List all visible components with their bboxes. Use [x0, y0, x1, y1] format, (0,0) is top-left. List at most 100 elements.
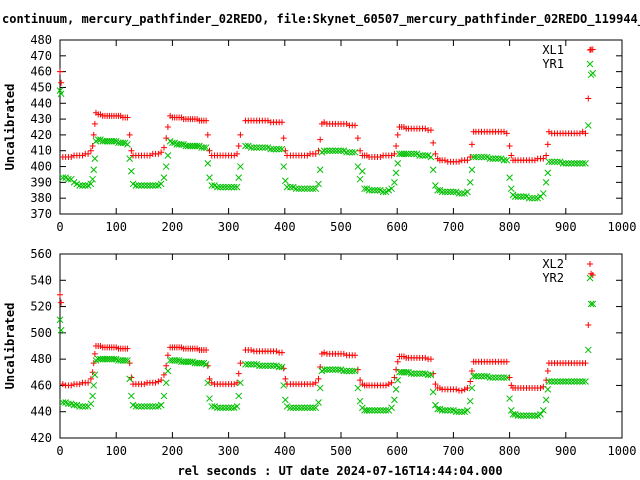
data-point: [234, 379, 241, 386]
data-point: [65, 175, 72, 183]
data-point: [152, 182, 159, 189]
data-point: [511, 193, 519, 200]
data-point: [247, 144, 255, 151]
data-point: [315, 399, 322, 406]
data-point: [152, 379, 159, 386]
data-point: [356, 175, 364, 183]
data-point: [222, 404, 230, 412]
data-point: [582, 130, 589, 137]
data-point: [70, 401, 78, 409]
data-point: [464, 385, 471, 392]
data-point: [503, 374, 511, 381]
data-point: [351, 148, 359, 156]
data-point: [388, 185, 395, 193]
data-point: [407, 150, 415, 158]
data-point: [422, 125, 429, 132]
data-point: [382, 382, 389, 389]
data-point: [178, 141, 185, 148]
legend-marker-yr1: [586, 60, 594, 68]
data-point: [379, 188, 387, 196]
data-point: [438, 407, 446, 414]
data-point: [346, 367, 353, 375]
data-point: [402, 368, 410, 376]
data-point: [160, 392, 168, 400]
data-point: [204, 160, 212, 167]
data-point: [242, 142, 249, 150]
data-point: [568, 378, 575, 385]
x-tick-label: 800: [499, 444, 521, 458]
y-axis-label: Uncalibrated: [3, 84, 17, 171]
data-point: [492, 155, 499, 162]
data-point: [452, 408, 460, 416]
data-point: [258, 362, 266, 370]
data-point: [525, 194, 533, 202]
data-point: [365, 407, 373, 414]
x-tick-label: 800: [499, 220, 521, 234]
data-point: [413, 370, 421, 377]
data-point: [542, 179, 550, 186]
data-point: [323, 147, 331, 155]
data-point: [146, 182, 154, 189]
x-tick-label: 500: [330, 220, 352, 234]
data-point: [478, 372, 485, 380]
data-point: [495, 155, 502, 162]
data-point: [356, 397, 364, 405]
data-point: [337, 147, 345, 155]
data-point: [348, 367, 356, 375]
data-point: [441, 157, 448, 164]
data-point: [576, 130, 583, 137]
data-point: [264, 362, 272, 370]
data-point: [441, 407, 449, 414]
data-point: [468, 367, 475, 374]
data-point: [388, 379, 395, 386]
data-point: [394, 376, 402, 384]
data-point: [416, 152, 424, 159]
data-point: [164, 367, 172, 375]
data-point: [57, 326, 65, 334]
data-point: [267, 145, 275, 153]
data-point: [559, 160, 567, 167]
data-point: [427, 127, 434, 134]
data-point: [544, 169, 552, 177]
y-tick-label: 440: [30, 405, 52, 419]
x-tick-label: 600: [386, 444, 408, 458]
data-point: [216, 183, 224, 191]
data-point: [126, 375, 134, 383]
data-point: [429, 388, 437, 396]
data-point: [539, 407, 547, 414]
data-point: [472, 153, 480, 161]
y-tick-label: 480: [30, 352, 52, 366]
data-point: [348, 148, 356, 156]
data-point: [90, 131, 97, 138]
data-point: [354, 384, 362, 392]
data-point: [392, 386, 400, 393]
data-point: [193, 142, 201, 150]
data-point: [486, 374, 494, 381]
data-point: [282, 396, 289, 404]
data-point: [110, 355, 118, 363]
data-point: [354, 135, 361, 142]
data-point: [334, 147, 342, 155]
data-point: [228, 183, 235, 191]
bottom-panel: 420 440 460 480 500 520 540 560 0 100 200 300 400 500…: [3, 247, 636, 458]
data-point: [582, 360, 589, 367]
data-point: [312, 379, 319, 386]
data-point: [295, 185, 303, 193]
data-point: [206, 174, 213, 181]
data-point: [59, 381, 66, 388]
page-title: continuum, mercury_pathfinder_02REDO, fi…: [2, 12, 640, 27]
data-point: [589, 69, 597, 77]
data-point: [163, 135, 170, 142]
data-point: [323, 366, 331, 374]
legend-label-yr2: YR2: [542, 271, 564, 285]
data-point: [506, 142, 513, 149]
data-point: [289, 404, 297, 412]
data-point: [76, 381, 83, 388]
data-point: [421, 152, 429, 159]
data-point: [141, 381, 148, 388]
data-point: [282, 177, 289, 185]
data-point: [320, 366, 328, 374]
data-point: [352, 122, 359, 129]
data-point: [128, 167, 135, 175]
